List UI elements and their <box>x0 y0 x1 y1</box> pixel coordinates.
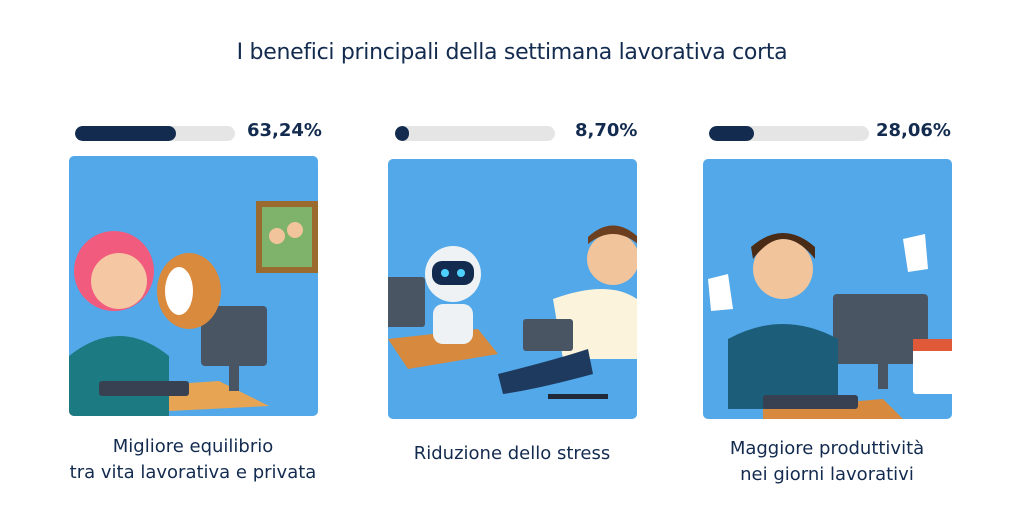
progress-fill <box>75 126 177 141</box>
label-line: nei giorni lavorativi <box>740 464 914 485</box>
paper-icon <box>903 234 928 272</box>
benefit-label: Maggiore produttività nei giorni lavorat… <box>667 436 987 488</box>
percent-label: 8,70% <box>575 120 638 141</box>
page-title: I benefici principali della settimana la… <box>236 40 788 65</box>
calendar-icon <box>913 339 952 394</box>
label-line: Riduzione dello stress <box>413 443 611 464</box>
label-line: tra vita lavorativa e privata <box>69 462 317 483</box>
benefit-label: Riduzione dello stress <box>352 441 672 467</box>
monitor-icon <box>833 294 928 364</box>
keyboard-icon <box>763 395 858 409</box>
progress-bar-productivity <box>709 126 869 141</box>
benefit-label: Migliore equilibrio tra vita lavorativa … <box>33 434 353 486</box>
monitor-icon <box>201 306 267 366</box>
laptop-icon <box>523 319 573 351</box>
percent-label: 28,06% <box>876 120 951 141</box>
monitor-icon <box>388 277 425 327</box>
percent-label: 63,24% <box>247 120 322 141</box>
progress-bar-work-life-balance <box>75 126 235 141</box>
illustration-woman-with-dog <box>69 156 318 416</box>
progress-bar-stress-reduction <box>395 126 555 141</box>
paper-icon <box>708 274 733 311</box>
progress-fill <box>395 126 410 141</box>
illustration-meditating-man <box>703 159 952 419</box>
illustration-robot-and-relaxed-man <box>388 159 637 419</box>
keyboard-icon <box>99 381 189 396</box>
man-icon <box>753 239 813 299</box>
progress-fill <box>709 126 754 141</box>
man-icon <box>587 233 637 285</box>
label-line: Maggiore produttività <box>729 438 925 459</box>
chair <box>548 394 608 399</box>
label-line: Migliore equilibrio <box>112 436 274 457</box>
